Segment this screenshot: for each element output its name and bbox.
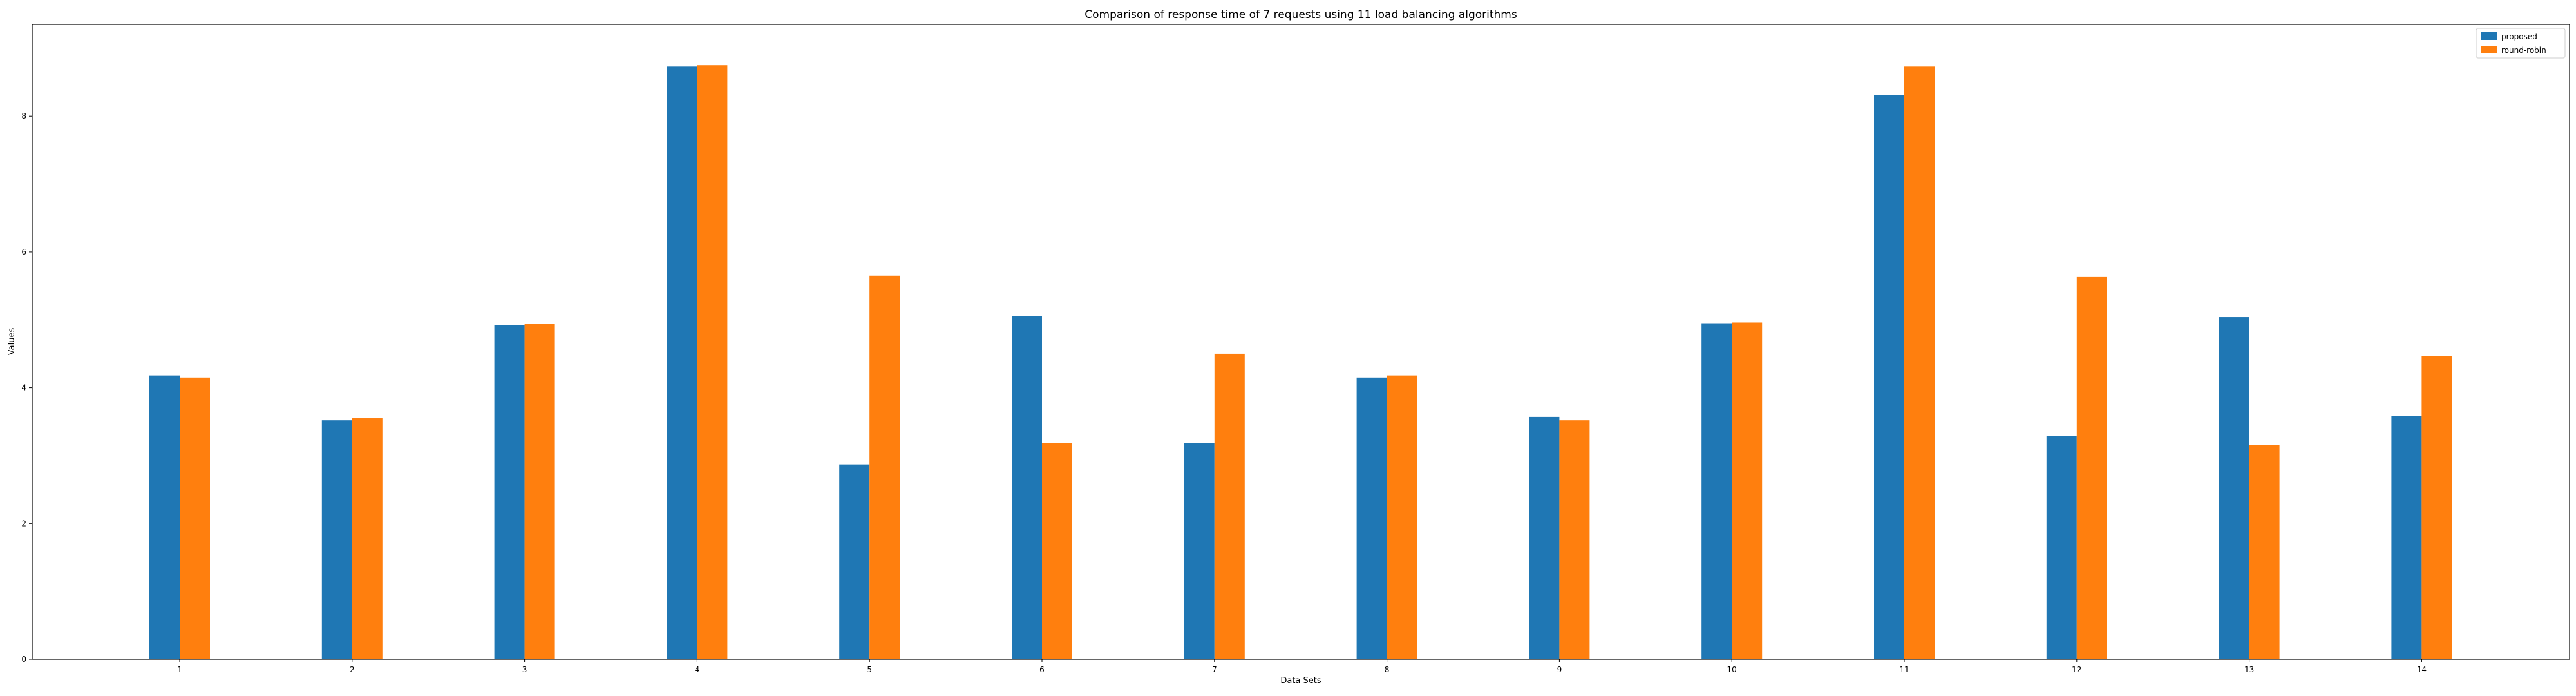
bar-round-robin-10 [1732, 322, 1763, 659]
legend: proposed round-robin [2476, 28, 2566, 59]
bar-proposed-10 [1701, 323, 1732, 659]
bar-round-robin-2 [352, 418, 383, 659]
x-tick-label: 2 [350, 665, 355, 674]
bar-round-robin-4 [697, 65, 728, 659]
y-tick-label: 0 [21, 655, 26, 664]
bar-proposed-9 [1529, 416, 1560, 659]
x-tick-label: 9 [1557, 665, 1562, 674]
bar-round-robin-5 [869, 275, 900, 659]
bar-round-robin-6 [1042, 443, 1072, 659]
x-tick-label: 5 [867, 665, 872, 674]
bar-round-robin-3 [524, 324, 555, 659]
bar-proposed-8 [1356, 377, 1387, 659]
y-axis-ticks: 0 2 4 6 8 [21, 111, 32, 664]
y-tick-label: 8 [21, 111, 26, 121]
x-tick-label: 1 [177, 665, 182, 674]
x-tick-label: 14 [2417, 665, 2427, 674]
bar-round-robin-9 [1559, 420, 1590, 659]
bar-proposed-12 [2046, 436, 2077, 659]
bar-proposed-4 [667, 66, 697, 660]
bar-proposed-14 [2391, 416, 2422, 659]
legend-swatch-round-robin [2481, 46, 2497, 53]
bar-round-robin-11 [1904, 66, 1935, 660]
bar-proposed-3 [494, 325, 525, 660]
x-axis-label: Data Sets [1280, 676, 1321, 686]
x-tick-label: 7 [1212, 665, 1217, 674]
bar-proposed-2 [321, 420, 352, 659]
bar-proposed-7 [1184, 443, 1215, 659]
legend-swatch-proposed [2481, 32, 2497, 40]
bar-round-robin-1 [180, 377, 210, 659]
y-axis-label: Values [7, 328, 17, 356]
legend-box [2476, 28, 2566, 59]
y-tick-label: 4 [21, 383, 26, 392]
x-tick-label: 10 [1727, 665, 1737, 674]
bar-round-robin-14 [2421, 356, 2452, 659]
y-tick-label: 2 [21, 519, 26, 528]
x-tick-label: 6 [1039, 665, 1045, 674]
bar-proposed-5 [839, 464, 870, 659]
bar-proposed-13 [2219, 317, 2249, 660]
plot-area-frame [32, 24, 2570, 660]
x-tick-label: 4 [695, 665, 700, 674]
legend-label-proposed: proposed [2501, 32, 2537, 41]
bar-round-robin-8 [1387, 375, 1417, 659]
bar-round-robin-12 [2076, 276, 2107, 659]
chart-title: Comparison of response time of 7 request… [1084, 8, 1517, 21]
x-axis-ticks: 1 2 3 4 5 6 7 8 9 10 11 12 13 14 [177, 659, 2427, 674]
bar-proposed-1 [149, 375, 180, 659]
bar-round-robin-7 [1214, 353, 1245, 659]
bar-group [149, 65, 2452, 660]
y-tick-label: 6 [21, 247, 26, 256]
x-tick-label: 8 [1385, 665, 1390, 674]
legend-label-round-robin: round-robin [2501, 46, 2546, 55]
bar-proposed-6 [1012, 316, 1042, 660]
bar-proposed-11 [1874, 95, 1904, 659]
x-tick-label: 11 [1899, 665, 1909, 674]
x-tick-label: 13 [2244, 665, 2254, 674]
x-tick-label: 12 [2072, 665, 2081, 674]
x-tick-label: 3 [522, 665, 527, 674]
bar-round-robin-13 [2249, 445, 2280, 659]
